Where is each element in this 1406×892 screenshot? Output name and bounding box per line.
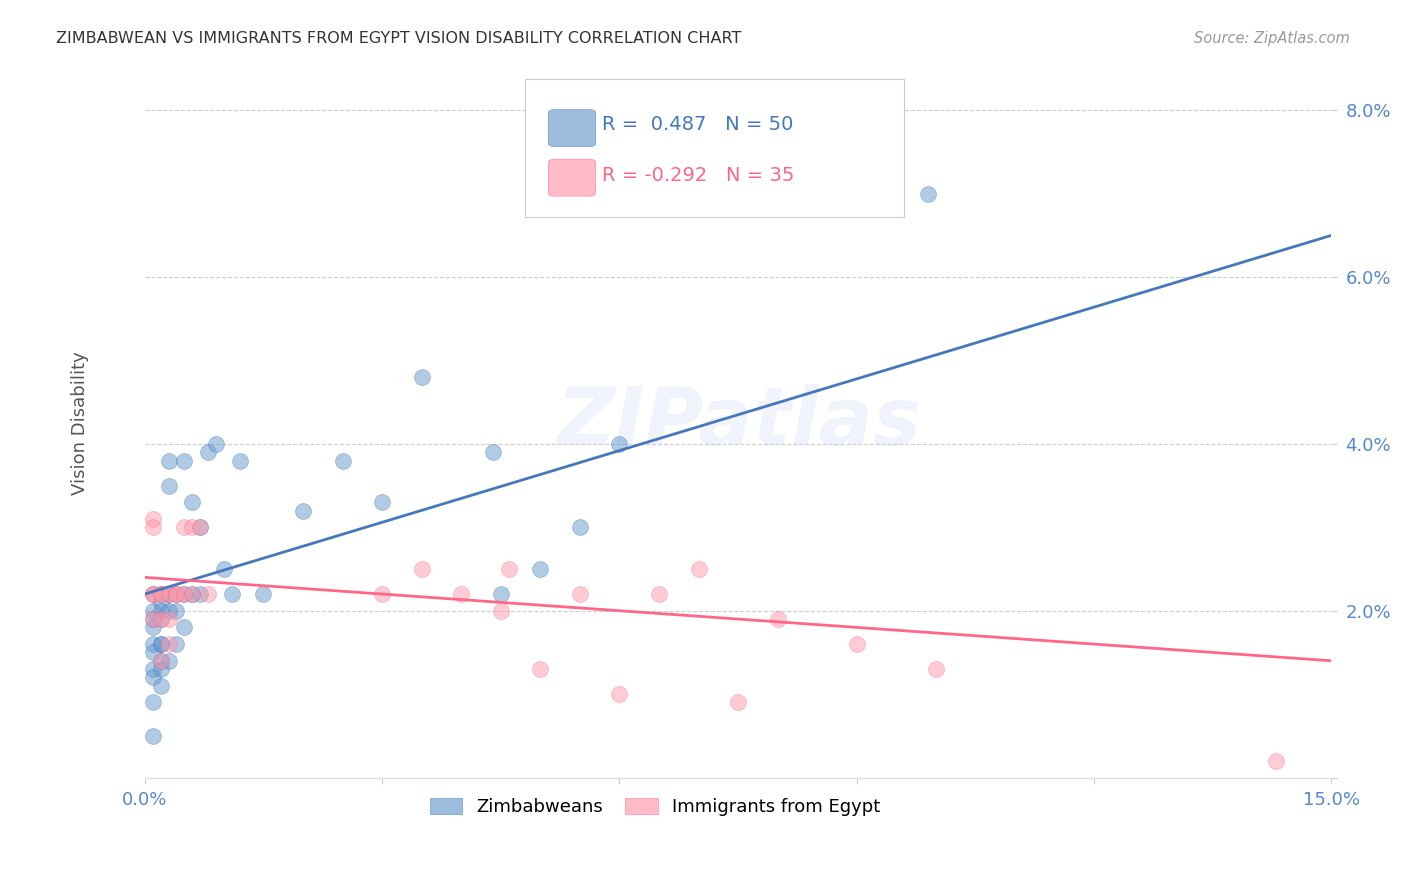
Point (173, 453, 195, 467)
Point (489, 604, 512, 618)
Point (157, 453, 180, 467)
Point (411, 562, 433, 576)
Point (489, 587, 512, 601)
Point (157, 587, 180, 601)
Point (149, 662, 172, 676)
Point (197, 587, 219, 601)
Point (157, 637, 180, 651)
Point (142, 645, 165, 659)
Point (157, 604, 180, 618)
Point (332, 453, 354, 467)
Point (181, 587, 204, 601)
Point (292, 503, 315, 517)
Point (173, 587, 195, 601)
Point (371, 495, 394, 509)
Point (149, 637, 172, 651)
Point (188, 520, 211, 534)
Point (149, 587, 172, 601)
Point (157, 612, 180, 626)
Point (173, 620, 195, 634)
Point (529, 662, 551, 676)
Point (149, 587, 172, 601)
Text: ZIMBABWEAN VS IMMIGRANTS FROM EGYPT VISION DISABILITY CORRELATION CHART: ZIMBABWEAN VS IMMIGRANTS FROM EGYPT VISI… (56, 31, 741, 46)
Point (648, 587, 671, 601)
Point (149, 595, 172, 609)
Point (568, 520, 591, 534)
Text: R =  0.487   N = 50: R = 0.487 N = 50 (602, 114, 793, 134)
Point (149, 587, 172, 601)
Point (727, 696, 749, 710)
Point (221, 587, 243, 601)
Point (165, 604, 187, 618)
Point (149, 612, 172, 626)
Point (165, 587, 187, 601)
Point (609, 437, 631, 451)
Point (181, 587, 204, 601)
Point (149, 654, 172, 668)
Point (165, 587, 187, 601)
Point (917, 186, 939, 201)
Point (149, 637, 172, 651)
Point (188, 587, 211, 601)
Point (142, 696, 165, 710)
Point (142, 620, 165, 634)
FancyBboxPatch shape (548, 110, 596, 146)
Point (142, 604, 165, 618)
Point (142, 729, 165, 743)
Point (371, 587, 394, 601)
Point (149, 654, 172, 668)
Point (165, 637, 187, 651)
Point (149, 612, 172, 626)
Point (229, 453, 252, 467)
Point (157, 587, 180, 601)
Point (142, 512, 165, 526)
Legend: Zimbabweans, Immigrants from Egypt: Zimbabweans, Immigrants from Egypt (420, 789, 890, 825)
Text: Source: ZipAtlas.com: Source: ZipAtlas.com (1194, 31, 1350, 46)
Point (157, 654, 180, 668)
Point (212, 562, 235, 576)
Point (142, 612, 165, 626)
Point (609, 687, 631, 701)
Point (529, 562, 551, 576)
Point (142, 670, 165, 684)
Point (688, 562, 710, 576)
Point (205, 437, 228, 451)
Point (188, 520, 211, 534)
Point (149, 679, 172, 693)
Text: ZIPatlas: ZIPatlas (555, 384, 921, 462)
Point (845, 637, 868, 651)
Point (157, 478, 180, 492)
Y-axis label: Vision Disability: Vision Disability (72, 351, 89, 495)
Point (411, 370, 433, 384)
Point (252, 587, 274, 601)
Point (173, 520, 195, 534)
Point (142, 612, 165, 626)
Point (197, 445, 219, 459)
Point (181, 495, 204, 509)
Point (142, 587, 165, 601)
Point (149, 604, 172, 618)
Point (142, 520, 165, 534)
Point (925, 662, 948, 676)
Point (1265, 754, 1288, 768)
Point (142, 637, 165, 651)
Point (482, 445, 505, 459)
FancyBboxPatch shape (524, 79, 904, 218)
Point (450, 587, 472, 601)
Point (766, 612, 789, 626)
Point (568, 587, 591, 601)
FancyBboxPatch shape (548, 160, 596, 196)
Point (142, 587, 165, 601)
Point (165, 587, 187, 601)
Text: R = -0.292   N = 35: R = -0.292 N = 35 (602, 167, 794, 186)
Point (142, 587, 165, 601)
Point (173, 587, 195, 601)
Point (142, 662, 165, 676)
Point (181, 520, 204, 534)
Point (498, 562, 520, 576)
